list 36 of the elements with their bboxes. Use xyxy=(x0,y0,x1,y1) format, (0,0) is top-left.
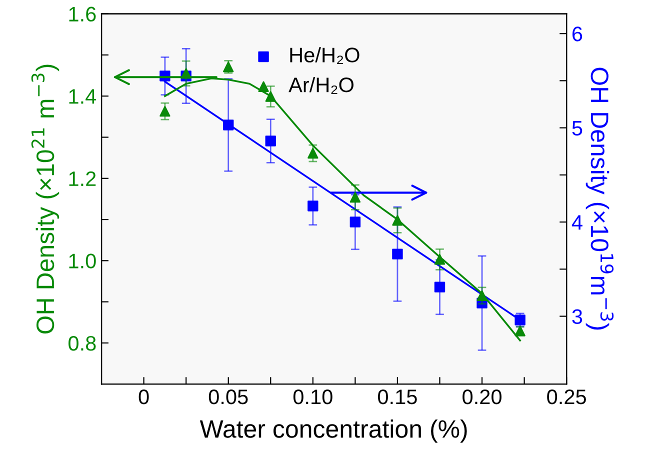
legend-label: Ar/H₂O xyxy=(288,76,354,94)
y-tick-label: 0.8 xyxy=(68,336,96,351)
y-tick-label: 1.6 xyxy=(69,6,96,22)
y-tick-label: 1.2 xyxy=(69,171,96,186)
y2-tick-label: 4 xyxy=(572,215,582,230)
x-tick-label: 0.05 xyxy=(208,390,248,404)
x-tick-label: 0.20 xyxy=(462,390,502,404)
point xyxy=(514,314,526,326)
point xyxy=(392,214,403,226)
legend-label: He/H₂O xyxy=(290,47,360,64)
x-tick-label: 0.15 xyxy=(378,390,417,404)
x-axis-title: Water concentration (%) xyxy=(200,419,467,443)
y2-axis-title: OH Density (×10$^{19}$m$^{−3}$) xyxy=(586,68,614,330)
x-tick-label: 0 xyxy=(138,390,149,404)
y2-tick-label: 5 xyxy=(572,121,582,136)
y-axis-title: OH Density (×10$^{21}$ m$^{−3}$) xyxy=(31,64,60,334)
point xyxy=(392,248,403,260)
point xyxy=(308,148,318,159)
x-tick-label: 0.10 xyxy=(293,390,332,404)
y-tick-label: 1.0 xyxy=(69,254,96,268)
point xyxy=(265,136,276,146)
point xyxy=(223,120,234,130)
y2-tick-label: 3 xyxy=(572,309,582,324)
point xyxy=(476,290,488,301)
point xyxy=(265,91,276,102)
y2-tick-label: 6 xyxy=(572,26,582,42)
point xyxy=(434,282,446,292)
point xyxy=(434,254,446,265)
x-tick-label: 0.25 xyxy=(547,390,586,404)
point xyxy=(180,68,192,79)
point xyxy=(308,200,318,212)
point xyxy=(350,192,361,203)
point xyxy=(514,326,526,336)
y-tick-label: 1.4 xyxy=(69,89,96,104)
point xyxy=(160,106,170,117)
point xyxy=(350,216,361,228)
